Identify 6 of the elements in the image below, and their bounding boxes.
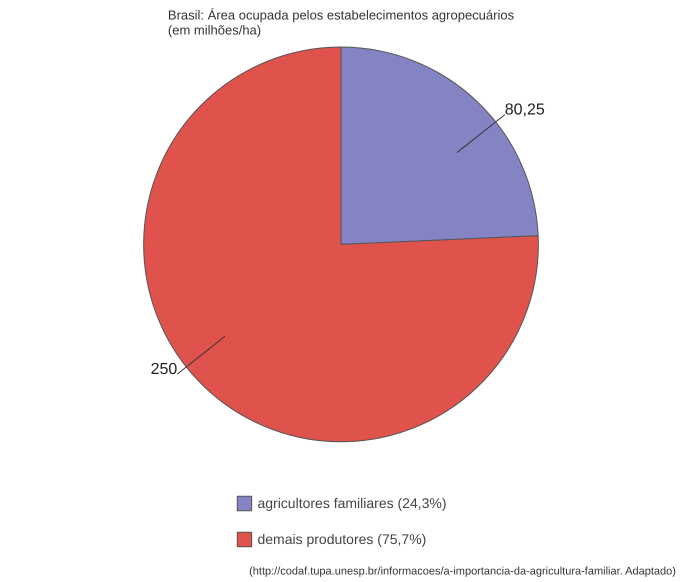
legend-label: demais produtores (75,7%) <box>257 531 426 547</box>
data-label: 250 <box>150 361 178 378</box>
data-label: 80,25 <box>504 102 545 119</box>
text: (http://codaf.tupa.unesp.br/informacoes/a-importancia-da-agricultura-familiar. Adaptado) <box>249 566 676 578</box>
chart-title: Brasil: Área ocupada pelos estabelecimentos agropecuários (em milhões/ha) <box>168 8 515 38</box>
legend-label: agricultores familiares (24,3%) <box>257 495 447 511</box>
